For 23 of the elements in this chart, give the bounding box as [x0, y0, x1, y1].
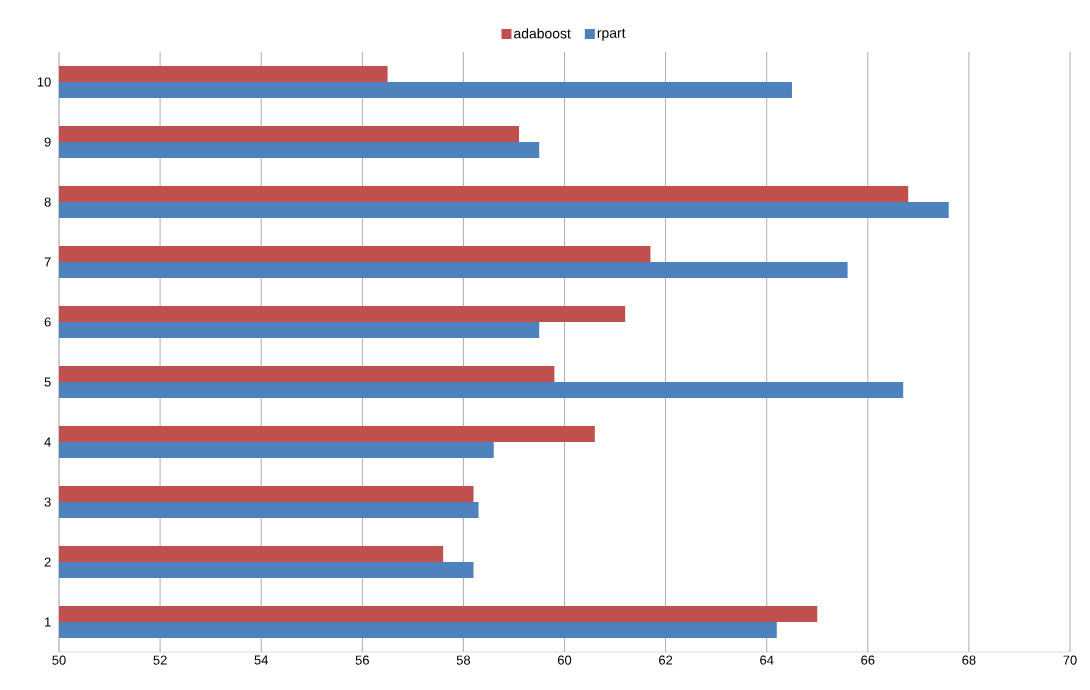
y-tick-label: 6 [44, 317, 51, 327]
y-tick-label: 1 [45, 617, 51, 627]
x-tick-label: 52 [153, 655, 167, 665]
legend-label: rpart [597, 28, 626, 41]
y-tick-label: 9 [44, 137, 51, 147]
x-tick-label: 60 [557, 655, 572, 665]
y-tick-label: 7 [44, 257, 51, 267]
x-tick-label: 70 [1063, 655, 1077, 665]
x-tick-label: 50 [52, 655, 66, 665]
y-tick-label: 4 [44, 437, 51, 447]
y-tick-label: 2 [44, 557, 51, 567]
y-tick-label: 3 [44, 497, 51, 507]
x-tick-label: 54 [254, 655, 269, 665]
y-tick-label: 5 [44, 377, 51, 387]
x-tick-label: 62 [659, 655, 673, 665]
y-tick-label: 8 [44, 197, 51, 207]
legend-label: adaboost [514, 28, 571, 39]
x-tick-label: 66 [861, 655, 875, 665]
x-tick-label: 68 [962, 655, 976, 665]
y-tick-label: 10 [37, 77, 51, 87]
x-tick-label: 56 [355, 655, 369, 665]
x-tick-label: 64 [760, 655, 774, 665]
x-tick-label: 58 [456, 655, 471, 665]
